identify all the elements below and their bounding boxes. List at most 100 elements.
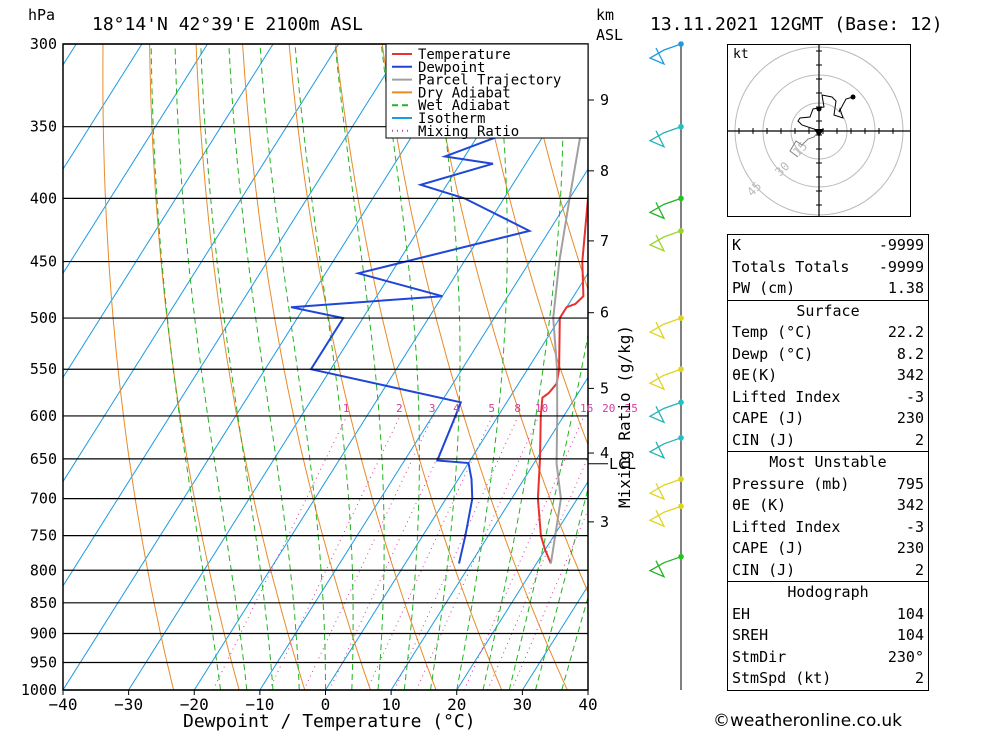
mixing-ratio-label: 25 [625, 402, 638, 415]
mixing-ratio-line [212, 415, 348, 690]
mixing-ratio-axis-label: Mixing Ratio (g/kg) [615, 325, 634, 508]
surface-value: 22.2 [887, 323, 924, 341]
surface-label: Lifted Index [732, 387, 841, 406]
most-unstable-row: CIN (J) 2 [728, 560, 928, 582]
plot-frame [62, 43, 589, 691]
isotherm-line [63, 44, 143, 171]
surface-row: CIN (J) 2 [728, 430, 928, 452]
mixing-ratio-label: 5 [488, 402, 495, 415]
dewpoint-profile [290, 44, 588, 564]
hodograph-label: SREH [732, 626, 769, 644]
pressure-tick-label: 850 [30, 594, 57, 612]
isotherm-line [390, 376, 588, 690]
pressure-tick-label: 400 [30, 189, 57, 207]
hodo-trace [797, 94, 854, 132]
isotherm-line [63, 44, 340, 483]
mixing-ratio-label: 8 [514, 402, 521, 415]
pressure-tick-label: 550 [30, 360, 57, 378]
mixing-ratio-line [511, 508, 588, 690]
hodograph-title: Hodograph [787, 583, 869, 601]
isotherm-line [63, 44, 274, 379]
k-value: -9999 [878, 236, 924, 254]
indices-box: K -9999 Totals Totals -9999 PW (cm) 1.38 Su… [727, 234, 929, 691]
mixing-ratio-line [329, 415, 458, 690]
pressure-tick-label: 700 [30, 490, 57, 508]
most-unstable-value: 230 [896, 539, 924, 557]
pressure-tick-label: 950 [30, 653, 57, 671]
surface-label: CIN (J) [732, 430, 796, 449]
asl-unit: ASL [596, 26, 623, 44]
pressure-tick-label: 500 [30, 309, 57, 327]
surface-label: CAPE (J) [732, 409, 805, 427]
most-unstable-label: Pressure (mb) [732, 474, 850, 493]
dry-adiabat-line [335, 44, 503, 690]
wet-adiabat-line [259, 44, 326, 690]
wet-adiabat-line [430, 44, 461, 690]
isotherm-line [456, 480, 588, 690]
hodograph-row: StmDir 230° [728, 647, 928, 669]
isotherm-line [259, 168, 588, 690]
x-tick-label: 10 [381, 695, 400, 714]
surface-row: θE(K) 342 [728, 365, 928, 387]
most-unstable-row: θE (K) 342 [728, 495, 928, 517]
x-tick-label: −10 [245, 695, 274, 714]
mixing-ratio-label: 16 [580, 402, 593, 415]
most-unstable-row: CAPE (J) 230 [728, 538, 928, 560]
wet-adiabat-line [294, 44, 354, 690]
wind-barb [648, 503, 684, 528]
wet-adiabat-line [228, 44, 300, 690]
x-tick-label: 20 [447, 695, 466, 714]
wind-barb [648, 553, 684, 578]
dry-adiabat-line [102, 44, 175, 690]
pressure-tick-label: 350 [30, 118, 57, 136]
km-tick-label: 9 [600, 91, 609, 109]
dry-adiabat-line [242, 44, 371, 690]
km-tick-label: 6 [600, 304, 609, 322]
mixing-ratio-label: 10 [535, 402, 548, 415]
hodograph-value: 2 [914, 669, 924, 687]
hodograph-value: 230° [887, 647, 924, 666]
parcel-trajectory-profile [549, 44, 583, 564]
surface-row: CAPE (J) 230 [728, 408, 928, 430]
pressure-unit: hPa [28, 6, 55, 24]
hodo-trace-upper [789, 130, 820, 158]
isotherm-line [325, 272, 588, 690]
lcl-label: LCL [609, 455, 636, 473]
most-unstable-row: Pressure (mb) 795 [728, 474, 928, 496]
isotherm-line [128, 44, 537, 690]
surface-title: Surface [796, 301, 860, 320]
hodograph-value: 104 [896, 604, 924, 623]
wind-barb [648, 435, 684, 460]
legend-entry: Temperature [418, 47, 511, 63]
hodograph-label: EH [732, 604, 751, 623]
dry-adiabat-line [288, 44, 437, 690]
surface-value: 8.2 [896, 344, 924, 363]
most-unstable-value: 342 [896, 496, 924, 514]
hodograph-value: 104 [896, 626, 924, 644]
most-unstable-label: θE (K) [732, 496, 787, 514]
surface-value: -3 [905, 387, 924, 406]
x-tick-label: −40 [49, 695, 78, 714]
mixing-ratio-line [415, 415, 540, 690]
hodo-ring-45: 45 [744, 179, 764, 199]
mixing-ratio-label: 3 [429, 402, 436, 415]
pw-value: 1.38 [887, 279, 924, 297]
surface-label: Dewp (°C) [732, 344, 814, 363]
surface-label: Temp (°C) [732, 323, 814, 341]
wet-adiabat-line [535, 486, 588, 690]
surface-value: 230 [896, 409, 924, 427]
mixing-ratio-label: 1 [343, 402, 350, 415]
wet-adiabat-line [508, 332, 588, 690]
wet-adiabat-line [174, 44, 248, 690]
wind-barb [648, 228, 684, 253]
most-unstable-label: CIN (J) [732, 560, 796, 579]
most-unstable-label: Lifted Index [732, 517, 841, 536]
hodograph-row: EH 104 [728, 604, 928, 626]
surface-row: Lifted Index -3 [728, 387, 928, 409]
datetime: 13.11.2021 12GMT (Base: 12) [650, 14, 943, 35]
most-unstable-label: CAPE (J) [732, 539, 805, 557]
legend-entry: Wet Adiabat [418, 98, 511, 114]
wet-adiabat-line [334, 44, 385, 690]
